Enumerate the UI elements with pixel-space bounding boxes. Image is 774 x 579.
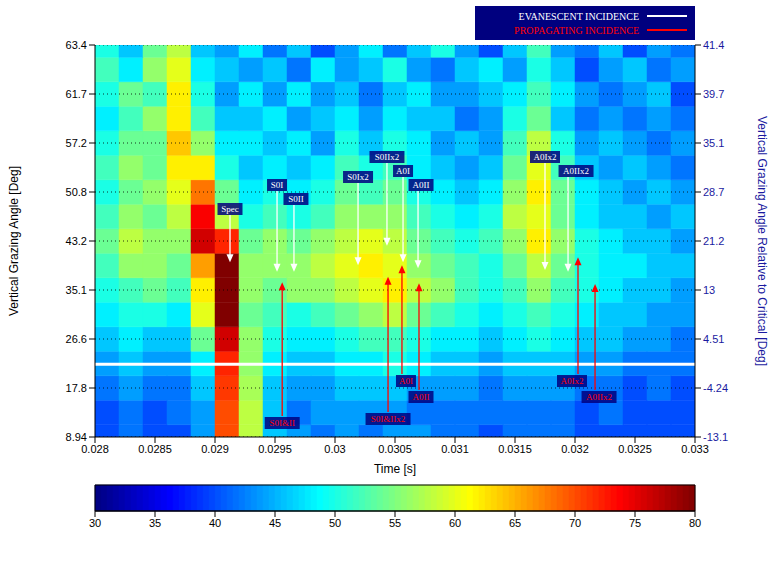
svg-text:Vertical Grazing Angle [Deg]: Vertical Grazing Angle [Deg] [7, 166, 21, 316]
svg-text:61.7: 61.7 [66, 88, 87, 100]
svg-text:A0IIx2: A0IIx2 [563, 166, 589, 176]
svg-text:40: 40 [209, 517, 221, 529]
svg-text:39.7: 39.7 [703, 88, 724, 100]
svg-text:0.03: 0.03 [324, 443, 345, 455]
svg-text:75: 75 [629, 517, 641, 529]
svg-text:0.028: 0.028 [81, 443, 109, 455]
svg-text:41.4: 41.4 [703, 39, 724, 51]
svg-text:60: 60 [449, 517, 461, 529]
svg-text:8.94: 8.94 [66, 431, 87, 443]
svg-text:Spec: Spec [221, 204, 239, 214]
html-text:PROPAGATING INCIDENCE: PROPAGATING INCIDENCE [514, 24, 639, 36]
svg-text:A0II: A0II [413, 180, 430, 190]
svg-text:0.0325: 0.0325 [618, 443, 652, 455]
svg-text:50.8: 50.8 [66, 186, 87, 198]
svg-text:0.0305: 0.0305 [378, 443, 412, 455]
svg-text:35: 35 [149, 517, 161, 529]
svg-text:S0I&IIx2: S0I&IIx2 [371, 414, 406, 424]
svg-text:0.0285: 0.0285 [138, 443, 172, 455]
svg-text:0.033: 0.033 [681, 443, 709, 455]
svg-text:80: 80 [689, 517, 701, 529]
svg-text:S0I&II: S0I&II [269, 418, 295, 428]
svg-text:57.2: 57.2 [66, 137, 87, 149]
svg-text:A0I: A0I [399, 376, 413, 386]
svg-text:0.0295: 0.0295 [258, 443, 292, 455]
svg-text:50: 50 [329, 517, 341, 529]
svg-text:-13.1: -13.1 [703, 431, 728, 443]
svg-text:63.4: 63.4 [66, 39, 87, 51]
svg-text:A0Ix2: A0Ix2 [534, 152, 557, 162]
svg-text:65: 65 [509, 517, 521, 529]
svg-text:43.2: 43.2 [66, 235, 87, 247]
svg-text:Time [s]: Time [s] [374, 462, 416, 476]
svg-text:Vertical Grazing Angle Relativ: Vertical Grazing Angle Relative to Criti… [755, 116, 769, 366]
svg-text:0.031: 0.031 [441, 443, 469, 455]
svg-text:4.51: 4.51 [703, 333, 724, 345]
svg-text:21.2: 21.2 [703, 235, 724, 247]
svg-text:35.1: 35.1 [66, 284, 87, 296]
svg-text:S0I: S0I [271, 180, 284, 190]
svg-text:-4.24: -4.24 [703, 382, 728, 394]
svg-text:0.0315: 0.0315 [498, 443, 532, 455]
svg-text:0.029: 0.029 [201, 443, 229, 455]
svg-text:A0Ix2: A0Ix2 [561, 376, 584, 386]
svg-text:13: 13 [703, 284, 715, 296]
svg-text:26.6: 26.6 [66, 333, 87, 345]
svg-text:70: 70 [569, 517, 581, 529]
svg-text:35.1: 35.1 [703, 137, 724, 149]
svg-text:0.032: 0.032 [561, 443, 589, 455]
svg-text:S0II: S0II [288, 194, 304, 204]
svg-text:30: 30 [89, 517, 101, 529]
svg-text:28.7: 28.7 [703, 186, 724, 198]
svg-text:S0IIx2: S0IIx2 [375, 152, 400, 162]
svg-text:A0II: A0II [413, 392, 430, 402]
svg-text:A0I: A0I [396, 166, 410, 176]
svg-text:55: 55 [389, 517, 401, 529]
svg-text:17.8: 17.8 [66, 382, 87, 394]
html-text:EVANESCENT INCIDENCE: EVANESCENT INCIDENCE [518, 10, 639, 22]
svg-text:A0IIx2: A0IIx2 [586, 392, 612, 402]
svg-text:45: 45 [269, 517, 281, 529]
svg-text:S0Ix2: S0Ix2 [347, 172, 369, 182]
